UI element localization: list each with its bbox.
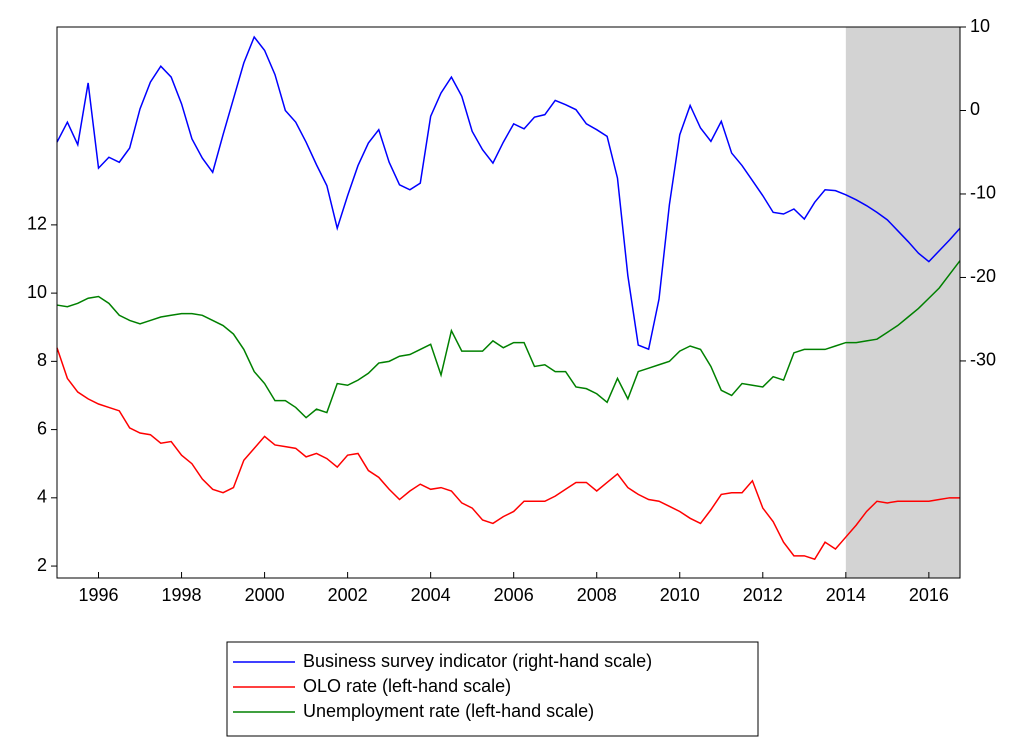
- series-line: [56, 35, 961, 351]
- y2-tick-label: 0: [970, 99, 980, 119]
- y-tick-label: 10: [27, 282, 47, 302]
- x-tick-label: 2004: [411, 585, 451, 605]
- forecast-shade: [845, 27, 960, 578]
- legend-box: [226, 641, 759, 737]
- plot-layer: [56, 35, 961, 561]
- x-tick-label: 2006: [494, 585, 534, 605]
- legend-label: Unemployment rate (left-hand scale): [303, 701, 594, 721]
- series-line: [56, 260, 961, 419]
- y-tick-label: 12: [27, 214, 47, 234]
- legend-label: Business survey indicator (right-hand sc…: [303, 651, 652, 671]
- y-tick-label: 4: [37, 487, 47, 507]
- x-tick-label: 2000: [245, 585, 285, 605]
- x-tick-label: 2010: [660, 585, 700, 605]
- x-tick-label: 2002: [328, 585, 368, 605]
- y-tick-label: 2: [37, 555, 47, 575]
- x-tick-label: 2016: [909, 585, 949, 605]
- x-tick-label: 2014: [826, 585, 866, 605]
- y2-tick-label: -30: [970, 350, 996, 370]
- y2-tick-label: 10: [970, 16, 990, 36]
- x-tick-label: 2012: [743, 585, 783, 605]
- legend-label: OLO rate (left-hand scale): [303, 676, 511, 696]
- series-line: [56, 347, 960, 561]
- x-tick-label: 2008: [577, 585, 617, 605]
- y2-tick-label: -10: [970, 183, 996, 203]
- x-tick-label: 1998: [162, 585, 202, 605]
- plot-frame: [56, 26, 961, 579]
- shade-layer: [845, 27, 960, 578]
- x-tick-label: 1996: [78, 585, 118, 605]
- y-tick-label: 6: [37, 418, 47, 438]
- y-tick-label: 8: [37, 350, 47, 370]
- y2-tick-label: -20: [970, 266, 996, 286]
